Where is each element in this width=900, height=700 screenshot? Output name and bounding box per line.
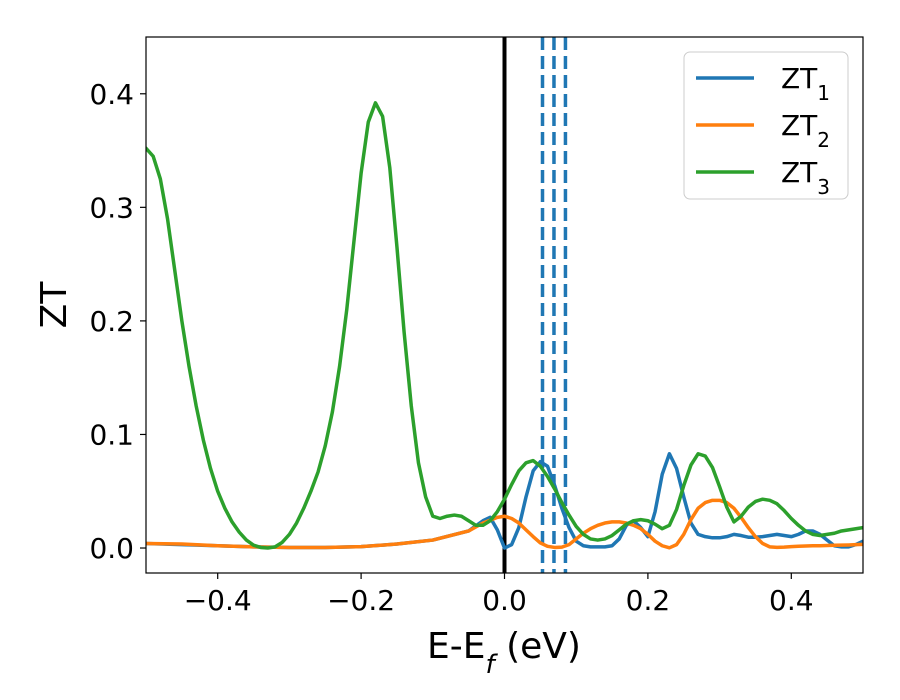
y-axis-label: ZT: [34, 281, 75, 329]
y-tick-label: 0.3: [89, 191, 134, 224]
y-tick-label: 0.1: [89, 418, 134, 451]
legend-label-zt3: ZT3: [781, 156, 830, 199]
legend-label-zt1: ZT1: [781, 62, 830, 105]
series-line-zt1: [146, 452, 863, 550]
x-tick-label: 0.0: [482, 584, 527, 617]
x-tick-label: 0.2: [626, 584, 671, 617]
series-line-zt3: [146, 101, 863, 550]
y-tick-label: 0.4: [89, 78, 134, 111]
x-tick-label: −0.4: [184, 584, 252, 617]
x-axis-label: E-Ef (eV): [427, 626, 581, 680]
y-tick-label: 0.2: [89, 305, 134, 338]
x-tick-label: −0.2: [327, 584, 395, 617]
x-tick-label: 0.4: [769, 584, 814, 617]
legend-box: [683, 51, 849, 200]
series-lines: [146, 101, 863, 550]
y-axis-ticks: 0.0 0.1 0.2 0.3 0.4: [89, 78, 146, 565]
y-tick-label: 0.0: [89, 532, 134, 565]
x-axis-ticks: −0.4 −0.2 0.0 0.2 0.4: [184, 573, 814, 617]
legend-label-zt2: ZT2: [781, 109, 830, 152]
